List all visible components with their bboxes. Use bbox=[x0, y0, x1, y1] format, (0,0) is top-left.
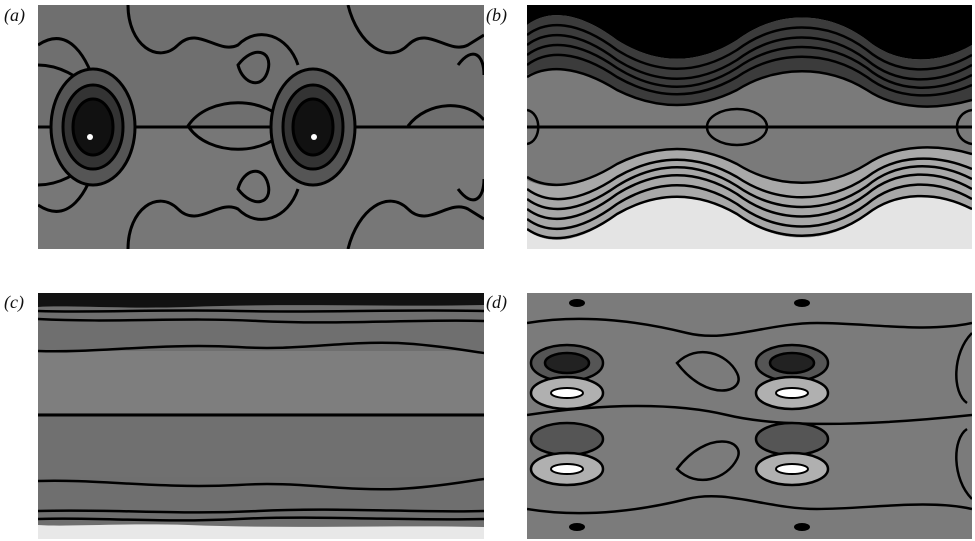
small-blob bbox=[569, 523, 585, 531]
panel-label-a: (a) bbox=[4, 5, 25, 25]
lobe-cluster-right bbox=[754, 343, 830, 487]
top-dark-band bbox=[527, 5, 972, 60]
contour-plot-b-svg bbox=[527, 5, 972, 249]
contour-line bbox=[126, 5, 300, 66]
contour-plot-d bbox=[527, 293, 972, 539]
contour-line bbox=[126, 188, 300, 249]
contour-lines bbox=[38, 5, 484, 249]
upper-mid-band bbox=[38, 351, 484, 413]
contour-plot-d-svg bbox=[527, 293, 972, 539]
vortex-cluster-left bbox=[49, 67, 137, 187]
contour-lines bbox=[38, 309, 484, 522]
small-blob bbox=[794, 299, 810, 307]
contour-line bbox=[456, 52, 484, 76]
contour-plot-a bbox=[38, 5, 484, 249]
contour-lines bbox=[527, 24, 972, 240]
contour-plot-c-svg bbox=[38, 293, 484, 539]
contour-line bbox=[346, 199, 484, 249]
contour-line bbox=[236, 170, 271, 204]
singular-point bbox=[87, 134, 93, 140]
small-blob bbox=[569, 299, 585, 307]
contour-line bbox=[456, 178, 484, 202]
plot-background bbox=[527, 293, 972, 539]
bottom-edge-band bbox=[38, 524, 484, 539]
contour-line bbox=[346, 5, 484, 55]
singular-point bbox=[311, 134, 317, 140]
contour-line bbox=[406, 104, 484, 127]
contour-line bbox=[236, 50, 271, 84]
bottom-light-band bbox=[527, 195, 972, 249]
contour-plot-b bbox=[527, 5, 972, 249]
lower-mid-band bbox=[38, 415, 484, 477]
panel-label-c: (c) bbox=[4, 292, 24, 312]
small-blob bbox=[794, 523, 810, 531]
panel-label-b: (b) bbox=[486, 5, 507, 25]
lobe-cluster-left bbox=[529, 343, 605, 487]
top-edge-band bbox=[38, 293, 484, 308]
contour-lines bbox=[527, 317, 972, 515]
panel-label-d: (d) bbox=[486, 292, 507, 312]
vortex-cluster-right bbox=[269, 67, 357, 187]
contour-plot-a-svg bbox=[38, 5, 484, 249]
contour-plot-c bbox=[38, 293, 484, 539]
